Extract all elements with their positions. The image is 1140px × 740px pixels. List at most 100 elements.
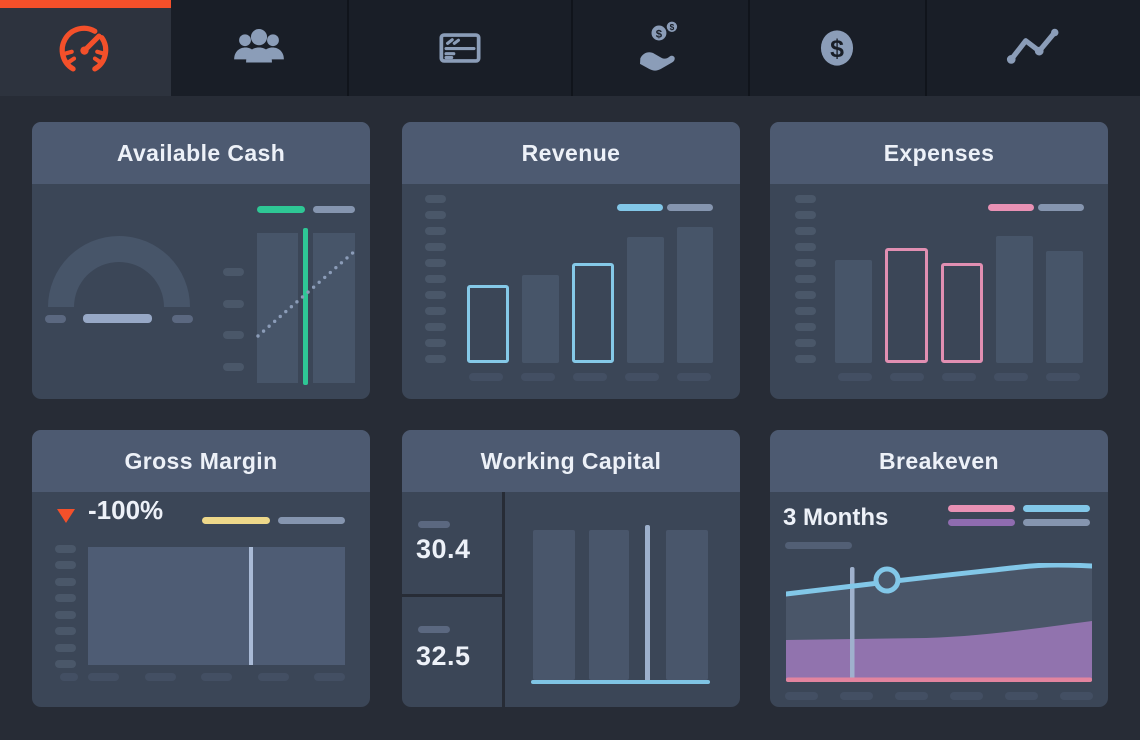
axis-tick bbox=[795, 243, 816, 251]
legend-swatch bbox=[948, 519, 1015, 526]
tab-income[interactable]: $ $ bbox=[570, 0, 748, 96]
bar-filled bbox=[522, 275, 559, 363]
bar-series bbox=[835, 227, 1083, 363]
axis-tick bbox=[223, 331, 244, 340]
bar-outline bbox=[940, 263, 984, 363]
tab-contacts[interactable] bbox=[171, 0, 347, 96]
tab-checks[interactable] bbox=[346, 0, 571, 96]
today-marker-line bbox=[850, 567, 855, 681]
axis-tick bbox=[795, 195, 816, 203]
revenue-line bbox=[786, 563, 1092, 597]
axis-tick bbox=[201, 673, 232, 681]
panel-divider bbox=[502, 492, 505, 707]
change-value: -100% bbox=[88, 495, 164, 525]
breakeven-point-marker bbox=[873, 566, 901, 594]
stat-label-dash bbox=[418, 626, 450, 633]
x-axis-ticks bbox=[88, 673, 345, 681]
axis-tick bbox=[467, 373, 506, 381]
axis-tick bbox=[795, 211, 816, 219]
axis-tick bbox=[257, 673, 289, 681]
axis-tick bbox=[795, 355, 816, 363]
today-marker-line bbox=[249, 547, 253, 665]
card-title: Expenses bbox=[770, 122, 1108, 184]
gross-margin-chart: -100% bbox=[32, 492, 370, 707]
legend-swatch bbox=[948, 505, 1015, 512]
axis-tick bbox=[55, 577, 76, 586]
y-axis-ticks bbox=[55, 545, 76, 668]
tab-dashboard[interactable] bbox=[0, 0, 171, 96]
axis-corner-tick bbox=[60, 673, 78, 681]
axis-tick bbox=[55, 610, 76, 619]
axis-tick bbox=[795, 275, 816, 283]
axis-tick bbox=[425, 355, 446, 363]
axis-tick bbox=[674, 373, 713, 381]
axis-tick bbox=[795, 227, 816, 235]
axis-tick bbox=[795, 291, 816, 299]
axis-tick bbox=[144, 673, 176, 681]
axis-tick bbox=[1005, 692, 1038, 700]
breakeven-chart: 3 Months bbox=[770, 492, 1108, 707]
expenses-chart bbox=[770, 184, 1108, 399]
axis-tick bbox=[795, 339, 816, 347]
legend-swatch bbox=[617, 204, 663, 211]
axis-tick bbox=[795, 307, 816, 315]
tab-trends[interactable] bbox=[924, 0, 1140, 96]
card-breakeven: Breakeven 3 Months bbox=[770, 430, 1108, 707]
breakeven-plot bbox=[786, 563, 1092, 682]
axis-tick bbox=[519, 373, 558, 381]
legend-swatch bbox=[1023, 505, 1090, 512]
margin-area bbox=[88, 547, 345, 665]
users-icon bbox=[230, 19, 288, 77]
stat-value: 32.5 bbox=[416, 641, 471, 671]
y-axis-ticks bbox=[795, 195, 816, 363]
legend-swatch bbox=[313, 206, 355, 213]
axis-tick bbox=[55, 627, 76, 636]
tab-cash[interactable]: $ bbox=[747, 0, 925, 96]
bar-filled bbox=[1046, 251, 1083, 363]
bar-filled bbox=[676, 227, 714, 363]
svg-text:$: $ bbox=[656, 29, 663, 41]
bar-filled bbox=[627, 237, 664, 363]
baseline-pink bbox=[786, 677, 1092, 682]
axis-tick bbox=[88, 673, 119, 681]
forecast-dotted-line bbox=[256, 248, 358, 338]
axis-tick bbox=[425, 323, 446, 331]
axis-tick bbox=[55, 594, 76, 603]
axis-tick bbox=[425, 307, 446, 315]
bar-filled bbox=[835, 260, 872, 363]
axis-tick bbox=[835, 373, 874, 381]
axis-tick bbox=[950, 692, 983, 700]
axis-tick bbox=[785, 692, 818, 700]
axis-tick bbox=[992, 373, 1031, 381]
axis-tick bbox=[1044, 373, 1083, 381]
legend-swatch bbox=[257, 206, 305, 213]
legend-swatch bbox=[1038, 204, 1084, 211]
axis-tick bbox=[895, 692, 928, 700]
axis-tick bbox=[55, 561, 76, 570]
column-band bbox=[589, 530, 629, 680]
baseline bbox=[531, 680, 710, 684]
axis-tick bbox=[223, 268, 244, 276]
active-tab-accent bbox=[0, 0, 171, 8]
legend-swatch bbox=[988, 204, 1034, 211]
legend-swatch bbox=[1023, 519, 1090, 526]
today-marker-line bbox=[645, 525, 650, 682]
axis-tick bbox=[55, 545, 76, 553]
card-title: Gross Margin bbox=[32, 430, 370, 492]
stat-value: 30.4 bbox=[416, 534, 471, 564]
bar-series bbox=[467, 227, 714, 363]
axis-tick bbox=[425, 291, 446, 299]
gauge-value-bar bbox=[83, 314, 152, 323]
column-band bbox=[666, 530, 708, 680]
card-title: Available Cash bbox=[32, 122, 370, 184]
axis-tick bbox=[223, 299, 244, 308]
speedometer-icon bbox=[56, 19, 114, 77]
period-underline-dash bbox=[785, 542, 852, 549]
card-expenses: Expenses bbox=[770, 122, 1108, 399]
card-title: Working Capital bbox=[402, 430, 740, 492]
legend-swatch bbox=[278, 517, 345, 524]
panel-divider bbox=[402, 594, 502, 597]
axis-tick bbox=[571, 373, 610, 381]
x-axis-ticks bbox=[785, 692, 1093, 700]
axis-tick bbox=[425, 195, 446, 203]
